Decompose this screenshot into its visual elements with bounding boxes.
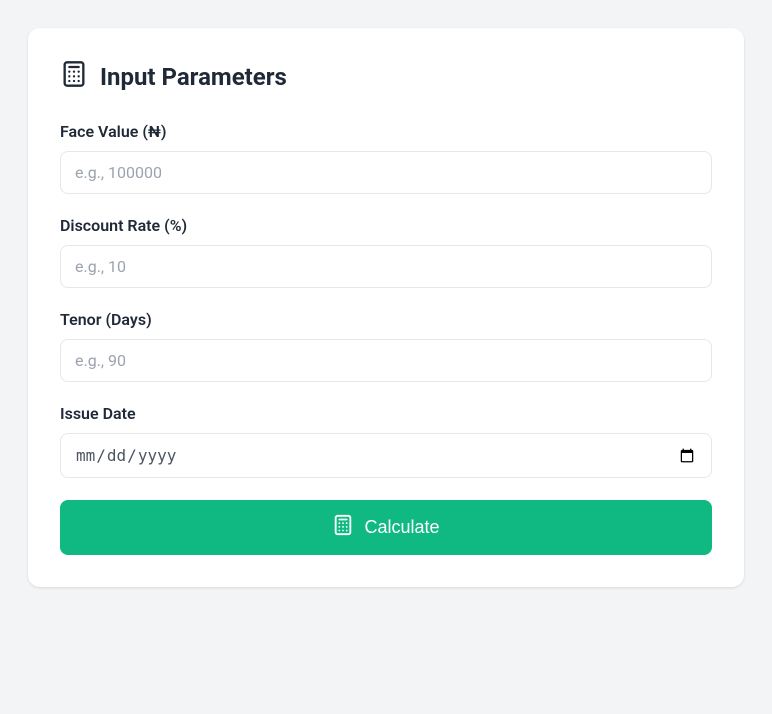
face-value-group: Face Value (₦) — [60, 122, 712, 194]
calculator-icon — [60, 60, 88, 94]
calculate-button[interactable]: Calculate — [60, 500, 712, 555]
card-title: Input Parameters — [100, 63, 287, 91]
face-value-label: Face Value (₦) — [60, 122, 712, 141]
discount-rate-input[interactable] — [60, 245, 712, 288]
input-parameters-card: Input Parameters Face Value (₦) Discount… — [28, 28, 744, 587]
discount-rate-label: Discount Rate (%) — [60, 216, 712, 235]
calculate-button-label: Calculate — [364, 517, 439, 538]
tenor-group: Tenor (Days) — [60, 310, 712, 382]
issue-date-input[interactable] — [60, 433, 712, 478]
tenor-label: Tenor (Days) — [60, 310, 712, 329]
tenor-input[interactable] — [60, 339, 712, 382]
discount-rate-group: Discount Rate (%) — [60, 216, 712, 288]
face-value-input[interactable] — [60, 151, 712, 194]
issue-date-label: Issue Date — [60, 404, 712, 423]
calculator-icon — [332, 514, 354, 541]
card-title-row: Input Parameters — [60, 60, 712, 94]
issue-date-group: Issue Date — [60, 404, 712, 478]
